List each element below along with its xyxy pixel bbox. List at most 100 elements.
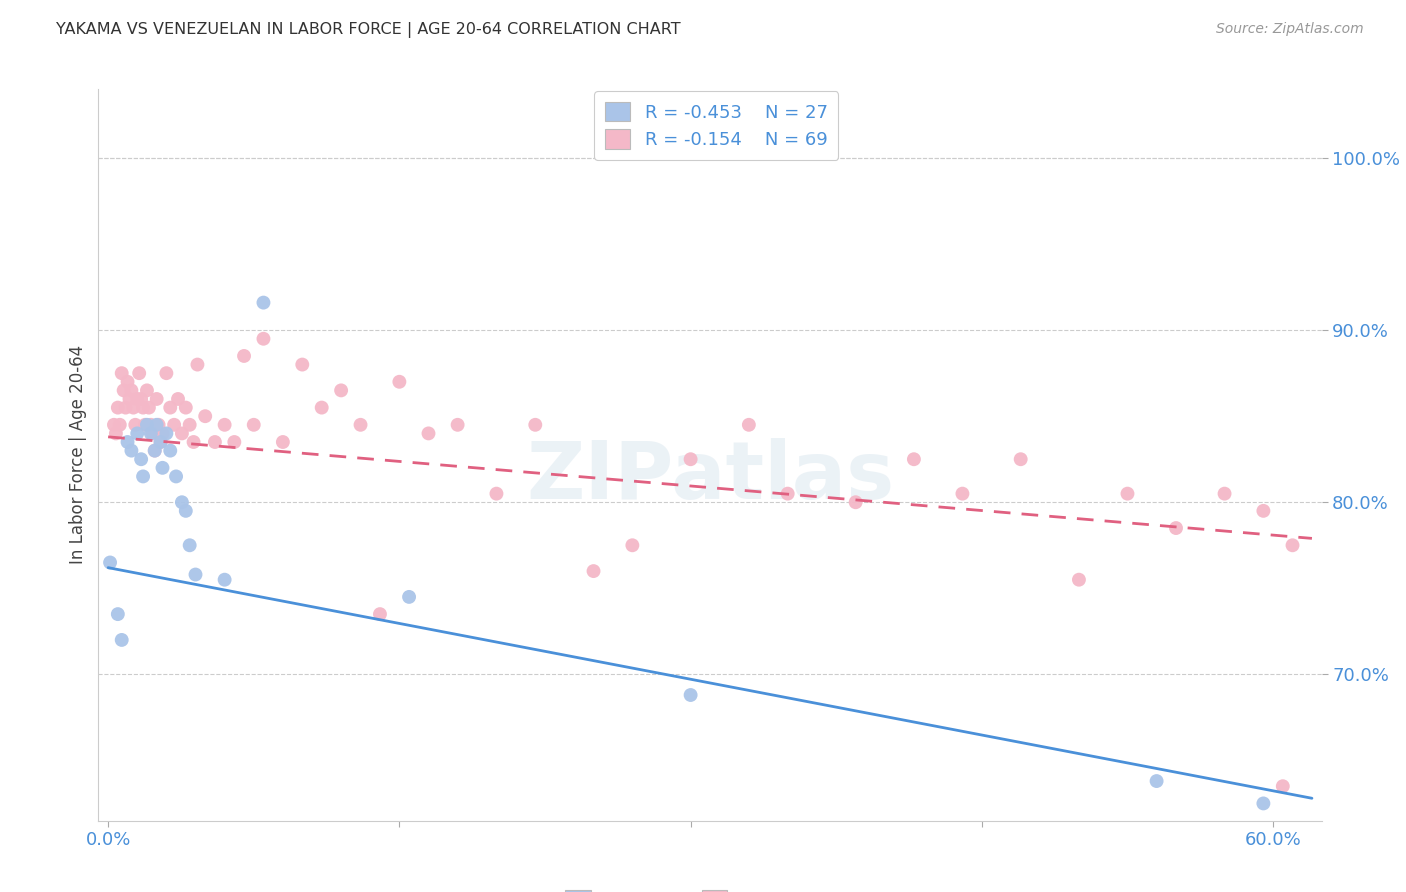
Point (179, 417, 201, 432)
Point (127, 392, 149, 406)
Point (1116, 486, 1139, 500)
Point (214, 573, 236, 587)
Point (159, 401, 181, 415)
Point (845, 495, 868, 509)
Point (311, 401, 333, 415)
Text: ZIPatlas: ZIPatlas (526, 438, 894, 516)
Point (446, 417, 468, 432)
Point (388, 375, 411, 389)
Point (186, 358, 208, 372)
Point (143, 443, 166, 458)
Point (128, 366, 150, 380)
Text: YAKAMA VS VENEZUELAN IN LABOR FORCE | AGE 20-64 CORRELATION CHART: YAKAMA VS VENEZUELAN IN LABOR FORCE | AG… (56, 22, 681, 38)
Point (136, 384, 159, 398)
Point (952, 486, 974, 500)
Point (136, 417, 159, 432)
Point (242, 417, 264, 432)
Point (183, 435, 205, 450)
Point (134, 417, 156, 432)
Y-axis label: In Labor Force | Age 20-64: In Labor Force | Age 20-64 (69, 345, 87, 565)
Point (174, 504, 197, 518)
Point (1213, 486, 1236, 500)
Point (114, 401, 136, 415)
Point (349, 417, 371, 432)
Point (149, 435, 172, 450)
Point (170, 426, 193, 441)
Point (524, 417, 547, 432)
Point (170, 495, 193, 509)
Point (159, 443, 181, 458)
Point (149, 435, 172, 450)
Point (368, 607, 391, 621)
Point (117, 435, 139, 450)
Point (148, 417, 170, 432)
Point (132, 401, 155, 415)
Point (1067, 573, 1090, 587)
Point (485, 486, 508, 500)
Point (145, 417, 167, 432)
Point (194, 409, 217, 424)
Point (418, 426, 440, 441)
Point (145, 392, 167, 406)
Point (291, 358, 314, 372)
Point (129, 452, 152, 467)
Point (139, 417, 162, 432)
Point (127, 426, 149, 441)
Point (124, 417, 146, 432)
Point (152, 460, 174, 475)
Point (142, 426, 165, 441)
Point (1281, 538, 1303, 552)
Point (111, 366, 134, 380)
Point (163, 417, 186, 432)
Point (104, 426, 127, 441)
Point (111, 632, 134, 647)
Point (330, 384, 353, 398)
Point (582, 564, 605, 578)
Point (204, 435, 226, 450)
Point (132, 469, 155, 483)
Point (1164, 521, 1187, 535)
Point (903, 452, 925, 467)
Point (179, 538, 201, 552)
Point (1010, 452, 1032, 467)
Point (155, 426, 177, 441)
Point (120, 443, 142, 458)
Point (107, 607, 129, 621)
Point (214, 417, 236, 432)
Point (738, 417, 761, 432)
Point (139, 426, 162, 441)
Point (252, 332, 274, 346)
Point (117, 375, 139, 389)
Point (184, 567, 207, 582)
Text: Source: ZipAtlas.com: Source: ZipAtlas.com (1216, 22, 1364, 37)
Point (165, 469, 187, 483)
Point (1146, 774, 1168, 789)
Point (1271, 779, 1294, 793)
Point (167, 392, 190, 406)
Point (679, 452, 702, 467)
Point (679, 688, 702, 702)
Point (120, 384, 142, 398)
Point (155, 366, 177, 380)
Point (271, 435, 294, 450)
Point (224, 435, 246, 450)
Point (1253, 797, 1275, 811)
Point (621, 538, 644, 552)
Point (103, 417, 125, 432)
Point (233, 349, 256, 363)
Point (112, 384, 135, 398)
Point (1253, 504, 1275, 518)
Point (122, 401, 145, 415)
Point (98, 556, 121, 570)
Point (129, 392, 152, 406)
Point (138, 401, 160, 415)
Point (776, 486, 799, 500)
Legend: Yakama, Venezuelans: Yakama, Venezuelans (557, 881, 863, 892)
Point (174, 401, 197, 415)
Point (107, 401, 129, 415)
Point (143, 443, 166, 458)
Point (152, 426, 174, 441)
Point (252, 295, 274, 310)
Point (398, 590, 420, 604)
Point (118, 392, 141, 406)
